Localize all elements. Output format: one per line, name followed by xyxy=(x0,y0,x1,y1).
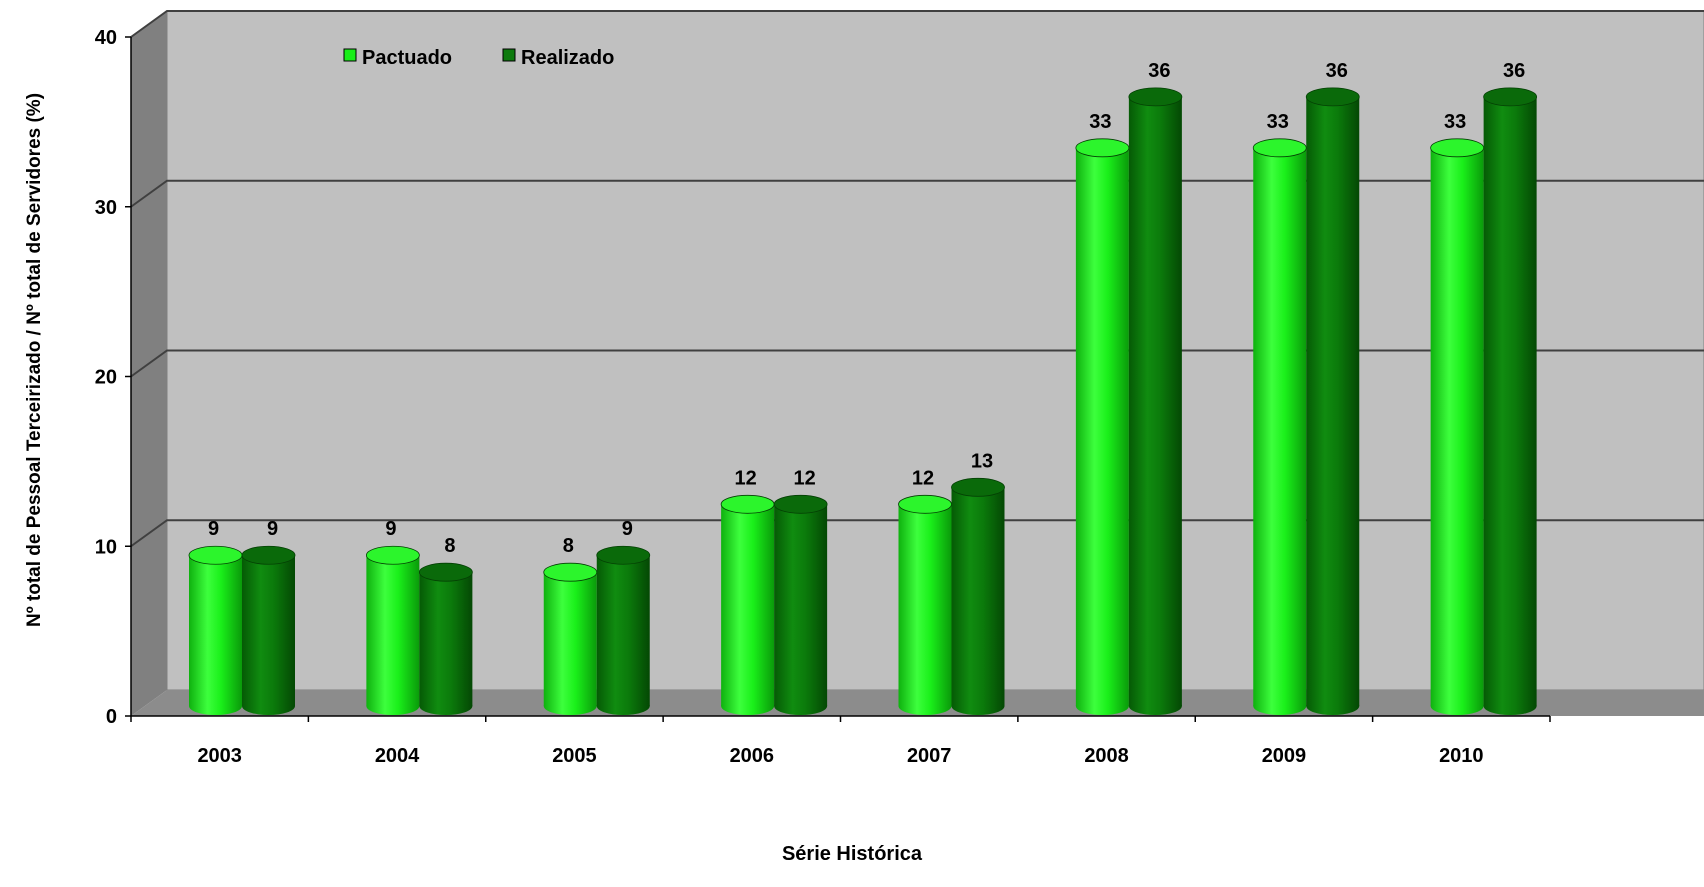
bar-pactuado-2006 xyxy=(720,494,775,715)
bar-top xyxy=(1075,138,1130,158)
x-axis-title: Série Histórica xyxy=(782,843,923,865)
x-tick-label: 2007 xyxy=(907,745,952,767)
bar-pactuado-2004 xyxy=(365,545,420,715)
bar-body xyxy=(898,504,952,706)
bar-top xyxy=(241,545,296,565)
data-label: 33 xyxy=(1267,111,1289,133)
bar-body xyxy=(1483,96,1537,706)
bar-realizado-2007 xyxy=(951,477,1005,715)
data-label: 9 xyxy=(208,518,219,540)
legend-label-realizado: Realizado xyxy=(521,47,614,69)
legend-label-pactuado: Pactuado xyxy=(362,47,452,69)
bar-realizado-2005 xyxy=(596,545,651,715)
bar-realizado-2006 xyxy=(773,494,828,715)
bar-body xyxy=(1075,147,1129,706)
bar-body xyxy=(419,572,473,706)
axes: 0 10 20 30 40 2003 2004 2005 2006 2007 2008 2009 201… xyxy=(95,27,1551,767)
data-label: 36 xyxy=(1326,60,1348,82)
x-tick-label: 2003 xyxy=(197,745,242,767)
gridline xyxy=(130,179,1704,208)
data-label: 9 xyxy=(622,518,633,540)
bar-body xyxy=(366,555,420,706)
legend-swatch-pactuado xyxy=(343,48,357,62)
data-label: 36 xyxy=(1148,60,1170,82)
bar-top xyxy=(720,494,775,514)
y-tick-label: 40 xyxy=(95,27,117,49)
data-label: 12 xyxy=(912,467,934,489)
bar-top xyxy=(365,545,420,565)
bar-body xyxy=(543,572,597,706)
bar-body xyxy=(1128,96,1182,706)
y-tick-label: 10 xyxy=(95,536,117,558)
bar-top xyxy=(951,477,1005,497)
gridlines xyxy=(130,10,1704,548)
bar-top xyxy=(188,545,243,565)
gridline xyxy=(130,349,1704,378)
data-labels: 9 9 9 8 8 9 12 12 12 13 33 36 33 36 33 36 xyxy=(208,60,1525,557)
bar-pactuado-2007 xyxy=(898,494,952,715)
bar-body xyxy=(1253,147,1307,706)
bar-body xyxy=(721,504,775,706)
data-label: 8 xyxy=(444,535,455,557)
bar-realizado-2004 xyxy=(418,562,473,715)
bar-pactuado-2003 xyxy=(188,545,243,715)
data-label: 12 xyxy=(735,467,757,489)
data-label: 13 xyxy=(971,450,993,472)
data-label: 36 xyxy=(1503,60,1525,82)
bar-realizado-2008 xyxy=(1128,87,1183,715)
bar-pactuado-2008 xyxy=(1075,138,1130,715)
gridline xyxy=(130,519,1704,548)
gridline xyxy=(130,10,1704,38)
bar-top xyxy=(1430,138,1485,158)
bar-pactuado-2009 xyxy=(1252,138,1307,715)
x-tick-label: 2010 xyxy=(1439,745,1484,767)
y-tick-label: 30 xyxy=(95,197,117,219)
bars xyxy=(188,87,1538,715)
bar-body xyxy=(1430,147,1484,706)
bar-top xyxy=(418,562,473,582)
x-tick-label: 2005 xyxy=(552,745,597,767)
bar-body xyxy=(774,504,828,706)
bar-pactuado-2005 xyxy=(543,562,598,715)
bar-top xyxy=(1305,87,1360,107)
bar-top xyxy=(1128,87,1183,107)
data-label: 12 xyxy=(794,467,816,489)
bar-body xyxy=(242,555,295,706)
bar-body xyxy=(1306,96,1360,706)
data-label: 33 xyxy=(1444,111,1466,133)
data-label: 9 xyxy=(267,518,278,540)
bar-pactuado-2010 xyxy=(1430,138,1485,715)
data-label: 33 xyxy=(1089,111,1111,133)
bar-top xyxy=(1252,138,1307,158)
y-tick-label: 0 xyxy=(106,706,117,728)
bar-body xyxy=(951,487,1005,706)
bar-top xyxy=(898,494,952,514)
bar-realizado-2010 xyxy=(1483,87,1538,715)
x-tick-label: 2004 xyxy=(375,745,420,767)
bar-realizado-2003 xyxy=(241,545,296,715)
legend: Pactuado Realizado xyxy=(343,47,614,69)
bar-body xyxy=(596,555,650,706)
y-axis-title: Nº total de Pessoal Terceirizado / Nº to… xyxy=(24,93,45,627)
bar-top xyxy=(1483,87,1538,107)
data-label: 8 xyxy=(563,535,574,557)
x-tick-label: 2008 xyxy=(1084,745,1129,767)
bar-top xyxy=(596,545,651,565)
data-label: 9 xyxy=(385,518,396,540)
bar-top xyxy=(773,494,828,514)
y-tick-label: 20 xyxy=(95,367,117,389)
legend-swatch-realizado xyxy=(502,48,516,62)
bar-body xyxy=(189,555,242,706)
bar-realizado-2009 xyxy=(1305,87,1360,715)
x-tick-label: 2006 xyxy=(730,745,775,767)
bar-top xyxy=(543,562,598,582)
x-tick-label: 2009 xyxy=(1262,745,1307,767)
